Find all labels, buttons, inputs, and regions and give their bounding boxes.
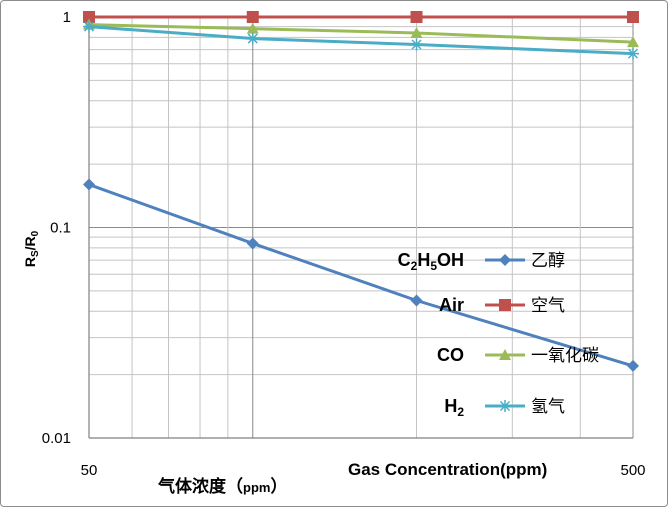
legend-label: 空气: [531, 296, 565, 315]
data-point: [246, 22, 259, 34]
series-triangle: [83, 18, 639, 48]
legend-formula: CO: [437, 345, 464, 365]
data-point: [499, 299, 511, 311]
y-tick-label: 0.1: [50, 220, 71, 237]
x-tick-label: 500: [620, 462, 645, 479]
series-star: [83, 20, 639, 60]
data-point: [499, 400, 511, 412]
legend-item: C2H5OH 乙醇: [398, 250, 565, 273]
series-group: [83, 11, 639, 372]
series-line: [88, 183, 634, 368]
data-point: [246, 32, 259, 45]
y-tick-label: 0.01: [42, 430, 71, 447]
data-point: [627, 359, 639, 372]
legend-item: H2 氢气: [444, 396, 565, 419]
legend-label: 乙醇: [531, 251, 565, 270]
legend-label: 氢气: [531, 397, 565, 416]
series-diamond: [83, 178, 639, 372]
data-point: [246, 237, 259, 250]
data-point: [410, 294, 423, 307]
data-point: [410, 11, 423, 23]
grid-lines: [89, 17, 633, 439]
x-axis-label-en: Gas Concentration(ppm): [348, 460, 547, 479]
legend-formula: Air: [439, 295, 464, 315]
data-point: [627, 11, 639, 23]
x-axis-label-cn: 气体浓度（ppm）: [157, 476, 287, 496]
data-point: [410, 38, 423, 51]
data-point: [83, 11, 95, 23]
y-axis-label: RS/R0: [22, 230, 41, 267]
data-point: [83, 20, 95, 33]
x-tick-label: 50: [81, 462, 98, 479]
legend: C2H5OH 乙醇 Air 空气 CO 一氧化碳 H2 氢气: [398, 250, 599, 419]
data-point: [499, 254, 511, 266]
legend-item: Air 空气: [439, 295, 565, 315]
y-tick-label: 1: [63, 9, 71, 26]
series-line: [88, 25, 634, 56]
data-point: [499, 349, 511, 360]
data-point: [627, 36, 639, 48]
legend-formula: C2H5OH: [398, 250, 464, 273]
data-point: [410, 26, 423, 38]
tick-labels: 0.01 0.1 1 50 500: [42, 9, 646, 479]
legend-item: CO 一氧化碳: [437, 345, 599, 365]
legend-formula: H2: [444, 396, 464, 419]
series-square: [83, 11, 639, 23]
legend-label: 一氧化碳: [531, 346, 599, 365]
series-line: [88, 23, 634, 44]
data-point: [627, 47, 639, 60]
data-point: [83, 178, 95, 191]
data-point: [246, 11, 259, 23]
